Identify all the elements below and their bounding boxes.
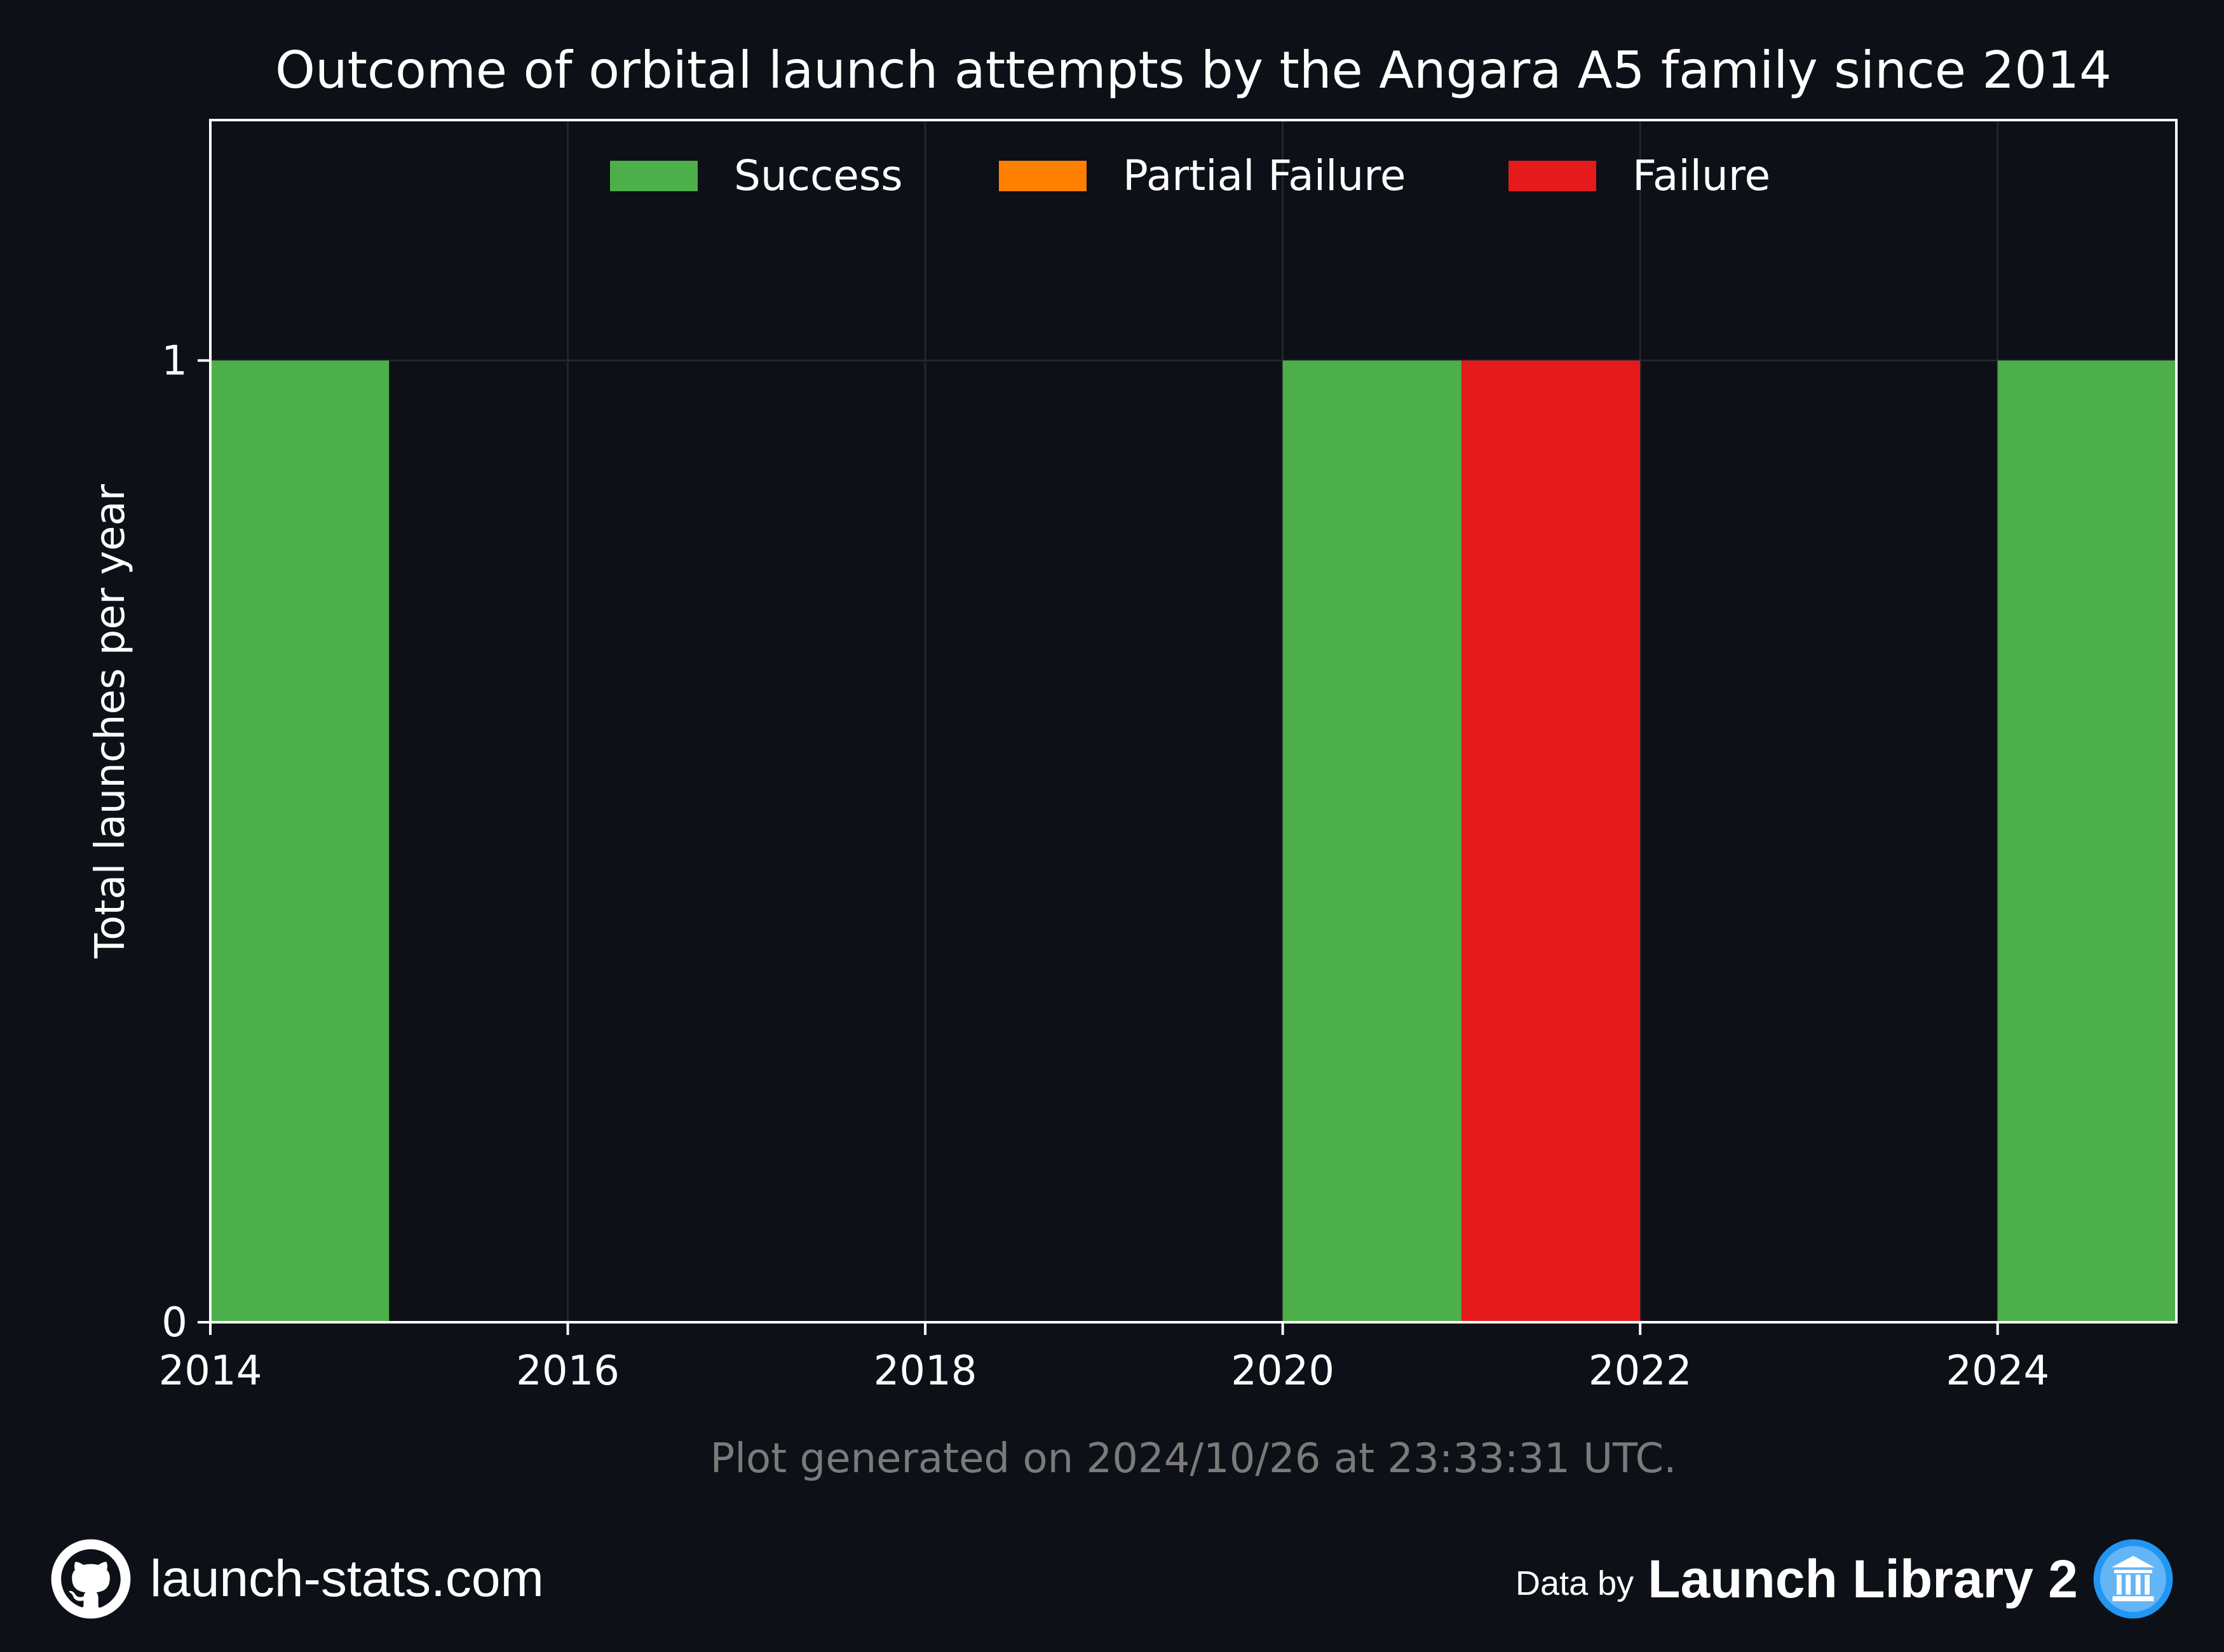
legend: Success Partial Failure Failure xyxy=(610,151,1770,200)
y-tick-label: 1 xyxy=(161,337,187,384)
legend-label: Partial Failure xyxy=(1123,151,1406,200)
x-axis: 2014 2016 2018 2020 2022 2024 xyxy=(159,1322,2049,1395)
site-link[interactable]: launch-stats.com xyxy=(150,1550,544,1608)
bar-success-2020 xyxy=(1282,360,1461,1322)
bar-success-2014 xyxy=(210,360,390,1322)
launch-library-link[interactable]: Launch Library 2 xyxy=(1648,1548,2078,1609)
bars xyxy=(210,360,2176,1322)
legend-swatch xyxy=(610,161,698,191)
legend-item-partial-failure: Partial Failure xyxy=(999,151,1406,200)
x-tick-label: 2018 xyxy=(874,1348,977,1395)
footnote: Plot generated on 2024/10/26 at 23:33:31… xyxy=(710,1435,1677,1482)
gridlines xyxy=(209,120,2176,1324)
legend-item-failure: Failure xyxy=(1509,151,1770,200)
launch-library-icon xyxy=(2093,1539,2173,1619)
x-tick-label: 2024 xyxy=(1946,1348,2049,1395)
legend-item-success: Success xyxy=(610,151,903,200)
bar-success-2024 xyxy=(1997,360,2176,1322)
bar-failure-2021 xyxy=(1461,360,1641,1322)
footer-attribution: Data by Launch Library 2 xyxy=(1515,1538,2174,1620)
data-by-label: Data by xyxy=(1515,1564,1634,1602)
legend-label: Success xyxy=(734,151,903,200)
footer-site[interactable]: launch-stats.com xyxy=(50,1538,544,1620)
y-axis: 01 xyxy=(161,337,210,1346)
legend-swatch xyxy=(999,161,1087,191)
chart-title: Outcome of orbital launch attempts by th… xyxy=(275,41,2112,100)
x-tick-label: 2014 xyxy=(159,1348,262,1395)
x-tick-label: 2020 xyxy=(1231,1348,1334,1395)
legend-swatch xyxy=(1509,161,1596,191)
plot-area xyxy=(210,120,2176,1322)
x-tick-label: 2016 xyxy=(516,1348,620,1395)
y-tick-label: 0 xyxy=(161,1299,187,1346)
github-icon xyxy=(51,1539,131,1619)
plot-frame xyxy=(209,119,2178,1324)
y-axis-label: Total launches per year xyxy=(87,484,134,959)
legend-label: Failure xyxy=(1632,151,1770,200)
x-tick-label: 2022 xyxy=(1589,1348,1692,1395)
